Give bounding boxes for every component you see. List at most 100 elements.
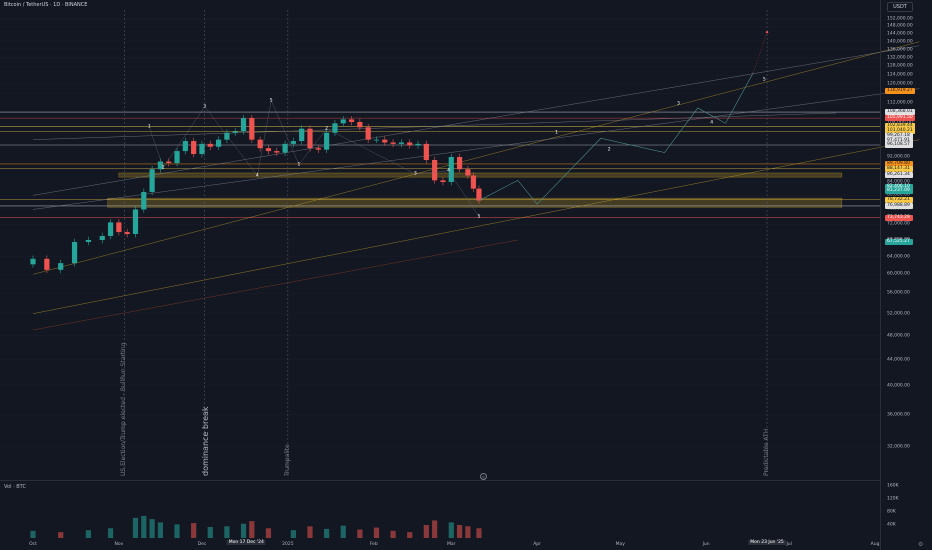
candle	[141, 191, 147, 210]
date-tick-label: Jul	[786, 542, 792, 547]
candle	[290, 141, 296, 144]
price-badge: 102,839.44	[885, 123, 915, 130]
price-tick-label: 72,000.00	[887, 221, 910, 227]
volume-bar	[290, 530, 296, 538]
price-badge: 81,237.09	[885, 188, 913, 195]
candle	[99, 235, 105, 240]
candle	[456, 156, 463, 170]
volume-bar	[357, 529, 363, 538]
candle	[476, 188, 482, 201]
volume-legend[interactable]: Vol · BTC	[4, 484, 26, 490]
price-tick-label: 32,000.00	[887, 444, 910, 450]
price-tick-label: 128,000.00	[887, 63, 913, 69]
wave-count-label: 5	[477, 214, 481, 220]
candle	[132, 209, 139, 235]
wave-count-label: 3	[676, 101, 680, 107]
price-tick-label: 140,000.00	[887, 39, 913, 45]
candle	[348, 119, 355, 123]
date-tick-label: Jun	[702, 542, 710, 547]
price-tick-label: 148,000.00	[887, 23, 913, 29]
trend-channel-line	[32, 239, 518, 331]
price-badge: 108,368.01	[885, 109, 915, 116]
volume-bar	[407, 532, 413, 538]
candle	[199, 143, 205, 155]
candle	[265, 148, 272, 152]
candle	[299, 128, 305, 142]
volume-bar	[465, 526, 471, 538]
candle	[465, 169, 471, 176]
price-tick-label: 60,000.00	[887, 271, 910, 277]
volume-bar	[149, 519, 155, 538]
candle	[124, 232, 130, 235]
price-tick-label: 48,000.00	[887, 333, 910, 339]
wave-count-label: 1	[555, 130, 558, 136]
volume-bar	[476, 528, 482, 538]
price-tick-label: 36,000.00	[887, 412, 910, 418]
wave-count-label: 2	[161, 165, 165, 171]
price-tick-label: 136,000.00	[887, 47, 913, 53]
wave-count-label: 4	[447, 168, 450, 174]
price-badge: 67,525.27	[885, 238, 913, 245]
price-badge: 99,267.18	[885, 133, 913, 140]
volume-bar	[191, 523, 197, 538]
volume-bar	[132, 517, 139, 538]
candle	[357, 122, 363, 128]
candle	[432, 159, 438, 181]
candle	[71, 242, 78, 264]
date-tick-label: 2025	[282, 542, 294, 547]
volume-bar	[456, 525, 463, 538]
gear-icon[interactable]: ⚙	[918, 541, 924, 548]
candle	[240, 118, 247, 132]
replay-icon[interactable]: ◎	[480, 473, 487, 480]
wave-count-label: 1	[147, 124, 151, 130]
candle	[440, 180, 446, 182]
candle	[332, 123, 338, 133]
price-tick-label: 44,000.00	[887, 357, 910, 363]
candle	[423, 143, 429, 160]
event-annotation-label: dominance break	[200, 406, 210, 476]
price-badge: 96,108.57	[885, 142, 913, 148]
price-badge: 73,743.29	[885, 214, 913, 221]
candle	[282, 143, 288, 153]
candle	[174, 151, 180, 164]
price-tick-label: 76,000.00	[887, 206, 910, 212]
chart-title[interactable]: Bitcoin / TetherUS · 1D · BINANCE	[4, 2, 88, 8]
currency-selector[interactable]: USDT	[887, 2, 913, 12]
pane-separator[interactable]	[0, 480, 880, 481]
volume-bar	[224, 526, 230, 538]
candle	[107, 222, 114, 236]
date-tick-label: Oct	[29, 542, 37, 547]
wave-count-label: 1	[297, 162, 301, 168]
wave-count-label: 4	[710, 120, 714, 126]
price-badge: 88,147.31	[885, 165, 913, 172]
candle	[407, 142, 413, 146]
date-tick-label: Dec	[197, 542, 207, 547]
volume-bar	[157, 522, 164, 538]
candle	[373, 139, 380, 141]
volume-bar	[423, 525, 429, 538]
candle	[340, 119, 346, 124]
wave-count-label: 5	[762, 77, 766, 82]
candle	[390, 142, 396, 144]
candle	[166, 161, 172, 164]
wave-count-label: 5	[269, 98, 273, 104]
volume-bar	[85, 530, 91, 538]
price-tick-label: 120,000.00	[887, 81, 913, 87]
date-tick-label: Apr	[533, 542, 542, 547]
price-tick-label: 64,000.00	[887, 254, 910, 260]
price-tick-label: 92,000.00	[887, 154, 910, 160]
volume-bar	[141, 515, 147, 538]
candle	[365, 127, 371, 140]
price-tick-label: 144,000.00	[887, 31, 913, 37]
support-zone	[107, 197, 843, 208]
volume-tick-label: 80K	[887, 509, 896, 515]
trend-channel-line	[32, 45, 920, 196]
price-badge: 76,988.89	[885, 202, 913, 209]
volume-tick-label: 120K	[887, 496, 899, 502]
volume-bar	[432, 520, 438, 538]
price-tick-label: 52,000.00	[887, 311, 910, 317]
projection-path	[478, 72, 754, 205]
price-tick-label: 152,000.00	[887, 16, 913, 22]
